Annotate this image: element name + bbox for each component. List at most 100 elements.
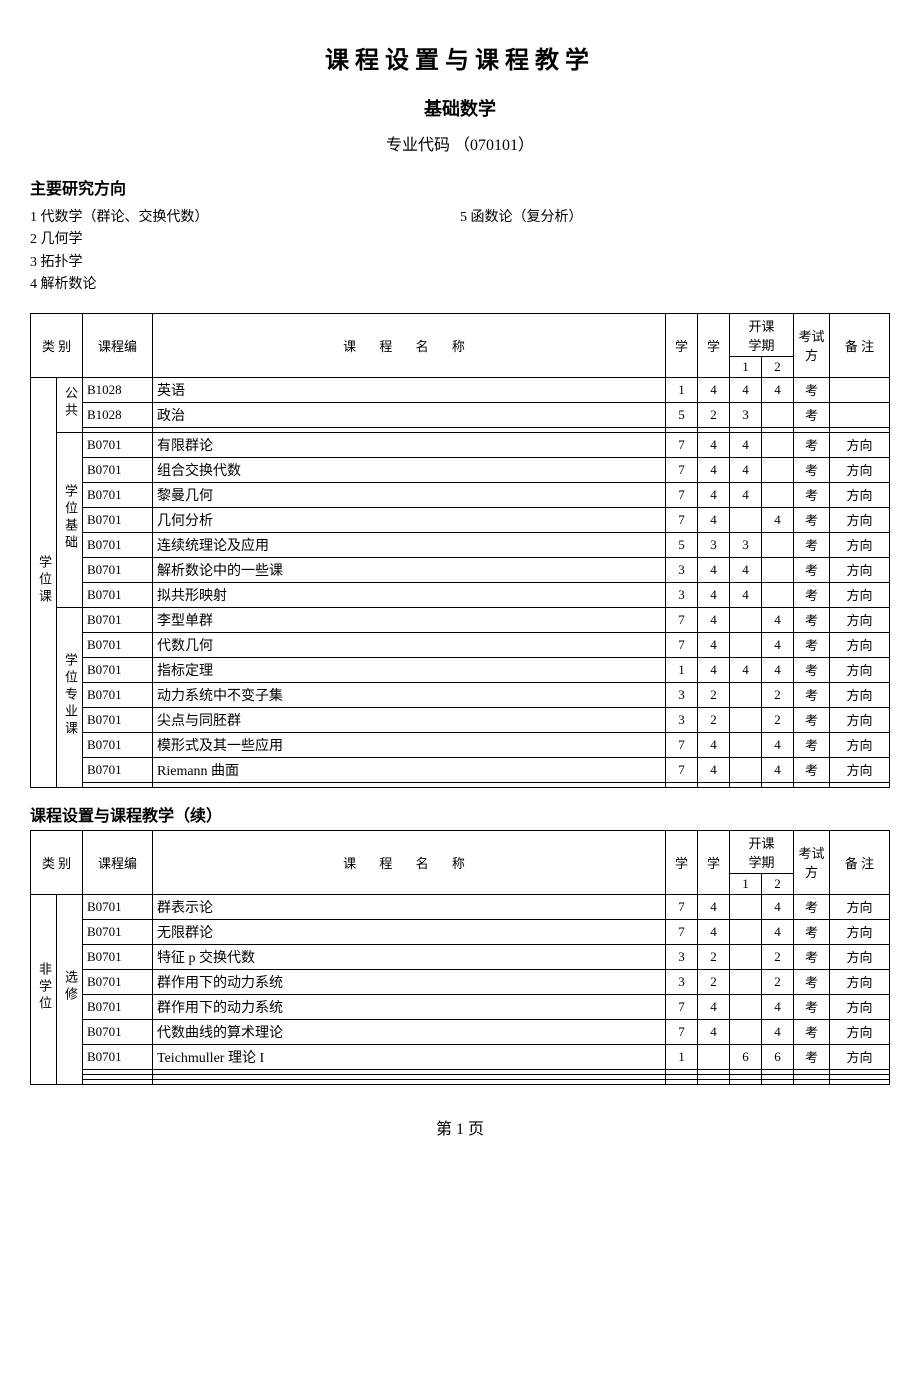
cell-sem1	[729, 919, 761, 944]
cell-sem1	[729, 757, 761, 782]
table-row: B0701 Teichmuller 理论 I 1 6 6 考 方向	[31, 1044, 890, 1069]
cell-credit: 3	[665, 707, 697, 732]
cell-cat2: 公共	[57, 377, 83, 432]
cell-hours	[697, 1044, 729, 1069]
cell-sem2: 2	[761, 969, 793, 994]
th-credit: 学	[665, 313, 697, 377]
th-exam: 考试 方	[794, 313, 830, 377]
cell-credit: 3	[665, 582, 697, 607]
cell-hours: 4	[697, 582, 729, 607]
th-name: 课 程 名 称	[153, 830, 666, 894]
cell-sem1: 4	[729, 557, 761, 582]
cell-credit: 3	[665, 682, 697, 707]
cell-cat1: 学位课	[31, 377, 57, 787]
cell-code: B0701	[83, 507, 153, 532]
th-exam-top: 考试	[798, 846, 824, 861]
cell-note: 方向	[830, 1019, 890, 1044]
cell-sem1: 3	[729, 402, 761, 427]
table-row	[31, 1079, 890, 1084]
cell-exam: 考	[794, 532, 830, 557]
table-row: B0701 Riemann 曲面 7 4 4 考 方向	[31, 757, 890, 782]
cell-sem1	[729, 732, 761, 757]
cell-sem2	[761, 482, 793, 507]
cell-sem2	[761, 557, 793, 582]
cell-code: B0701	[83, 919, 153, 944]
cell-exam: 考	[794, 507, 830, 532]
cell-credit: 3	[665, 557, 697, 582]
cell-note: 方向	[830, 657, 890, 682]
cell-exam: 考	[794, 457, 830, 482]
cell-credit: 7	[665, 482, 697, 507]
cell-sem2	[761, 457, 793, 482]
cell-exam: 考	[794, 582, 830, 607]
cell-code: B0701	[83, 969, 153, 994]
direction-item: 4 解析数论	[30, 274, 890, 296]
cell-name: 群作用下的动力系统	[153, 994, 666, 1019]
table-row: B0701 代数几何 7 4 4 考 方向	[31, 632, 890, 657]
cell-sem1	[729, 682, 761, 707]
direction-item: 2 几何学	[30, 229, 890, 251]
cell-name: 连续统理论及应用	[153, 532, 666, 557]
table-row: B0701 连续统理论及应用 5 3 3 考 方向	[31, 532, 890, 557]
cell-code: B0701	[83, 682, 153, 707]
cell-credit: 7	[665, 894, 697, 919]
cell-name: 无限群论	[153, 919, 666, 944]
th-semester: 开课 学期	[729, 313, 793, 356]
course-table-cont: 类 别 课程编 课 程 名 称 学 学 开课 学期 考试 方 备 注 1 2 非…	[30, 830, 890, 1085]
cell-exam: 考	[794, 377, 830, 402]
cell-name: 李型单群	[153, 607, 666, 632]
cell-sem1	[729, 1079, 761, 1084]
cell-credit: 7	[665, 1019, 697, 1044]
major-code: （070101）	[454, 137, 534, 154]
cell-sem2	[761, 782, 793, 787]
cell-name: 动力系统中不变子集	[153, 682, 666, 707]
cell-sem2: 4	[761, 607, 793, 632]
table-row: 学位基础 B0701 有限群论 7 4 4 考 方向	[31, 432, 890, 457]
cell-hours	[697, 1079, 729, 1084]
cell-hours: 2	[697, 969, 729, 994]
cell-name: 模形式及其一些应用	[153, 732, 666, 757]
th-note: 备 注	[830, 313, 890, 377]
cell-hours: 2	[697, 944, 729, 969]
cell-note: 方向	[830, 969, 890, 994]
cell-note	[830, 782, 890, 787]
cell-name: 黎曼几何	[153, 482, 666, 507]
cell-hours: 4	[697, 894, 729, 919]
cell-code: B0701	[83, 632, 153, 657]
cell-credit: 7	[665, 432, 697, 457]
cell-hours: 4	[697, 507, 729, 532]
table-row: 学位专业课 B0701 李型单群 7 4 4 考 方向	[31, 607, 890, 632]
cell-sem2: 6	[761, 1044, 793, 1069]
table-row: B0701 群作用下的动力系统 7 4 4 考 方向	[31, 994, 890, 1019]
cell-note: 方向	[830, 632, 890, 657]
cell-sem2: 4	[761, 757, 793, 782]
cell-sem1: 3	[729, 532, 761, 557]
cell-name: 代数几何	[153, 632, 666, 657]
cell-sem2	[761, 582, 793, 607]
cell-note	[830, 377, 890, 402]
cell-name: Teichmuller 理论 I	[153, 1044, 666, 1069]
table-row: B1028 政治 5 2 3 考	[31, 402, 890, 427]
table-row: 学位课公共 B1028 英语 1 4 4 4 考	[31, 377, 890, 402]
cell-name: 组合交换代数	[153, 457, 666, 482]
cell-exam	[794, 1079, 830, 1084]
cell-hours: 4	[697, 632, 729, 657]
cell-hours: 4	[697, 607, 729, 632]
cell-credit: 3	[665, 969, 697, 994]
cell-credit: 7	[665, 732, 697, 757]
th-sem1: 1	[729, 356, 761, 377]
cell-note: 方向	[830, 532, 890, 557]
th-exam-bot: 方	[805, 865, 818, 880]
cell-code: B0701	[83, 557, 153, 582]
page-number: 第 1 页	[30, 1115, 890, 1139]
th-sem-bot: 学期	[748, 855, 774, 870]
research-head: 主要研究方向	[30, 175, 890, 199]
cell-hours	[697, 782, 729, 787]
cell-name: 特征 p 交换代数	[153, 944, 666, 969]
cell-name: Riemann 曲面	[153, 757, 666, 782]
cell-hours: 4	[697, 377, 729, 402]
cell-code: B0701	[83, 582, 153, 607]
cell-sem1: 4	[729, 582, 761, 607]
cell-exam: 考	[794, 402, 830, 427]
table-row: B0701 解析数论中的一些课 3 4 4 考 方向	[31, 557, 890, 582]
